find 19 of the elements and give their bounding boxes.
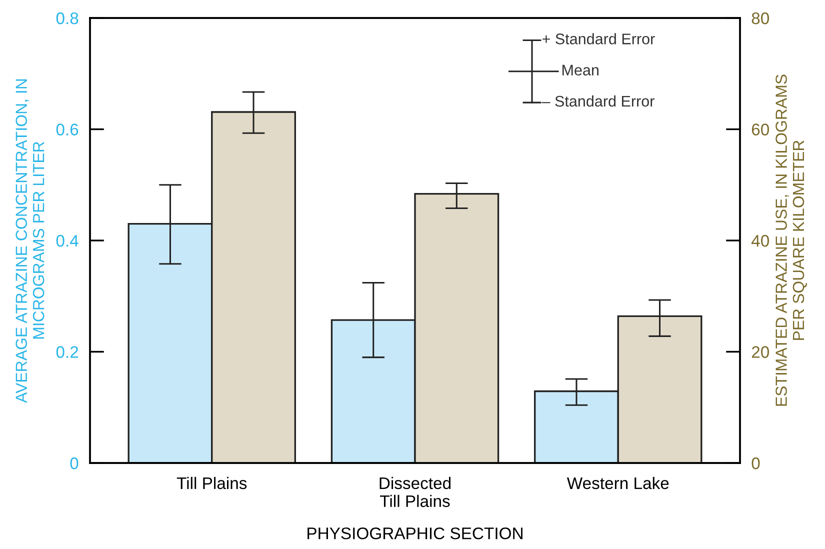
y2-tick-label: 20	[752, 346, 769, 358]
y-tick-label: 0.6	[56, 124, 78, 136]
x-tick-label: Western Lake	[566, 476, 669, 490]
y-tick-label: 0	[70, 457, 78, 470]
y2-tick-label: 0	[752, 457, 760, 470]
y-tick-label: 0.8	[56, 12, 78, 24]
annotation: – Standard Error	[542, 95, 654, 107]
annotation: Mean	[562, 64, 598, 76]
y2-tick-label: 80	[752, 12, 769, 24]
y2-axis-title: ESTIMATED ATRAZINE USE, IN KILOGRAMS PER SQUARE KILOMETER	[776, 74, 807, 406]
y-tick-label: 0.4	[56, 234, 78, 247]
x-tick-label: Dissected Till Plains	[380, 476, 451, 508]
y2-tick-label: 40	[751, 234, 769, 247]
y2-tick-label: 60	[752, 124, 769, 136]
x-tick-label: Till Plains	[176, 476, 247, 490]
annotation: + Standard Error	[542, 33, 655, 44]
x-axis-title: PHYSIOGRAPHIC SECTION	[308, 527, 522, 540]
y-tick-label: 0.2	[56, 346, 78, 358]
y-axis-title: AVERAGE ATRAZINE CONCENTRATION, IN MICROGRAMS PER LITER	[16, 79, 44, 403]
